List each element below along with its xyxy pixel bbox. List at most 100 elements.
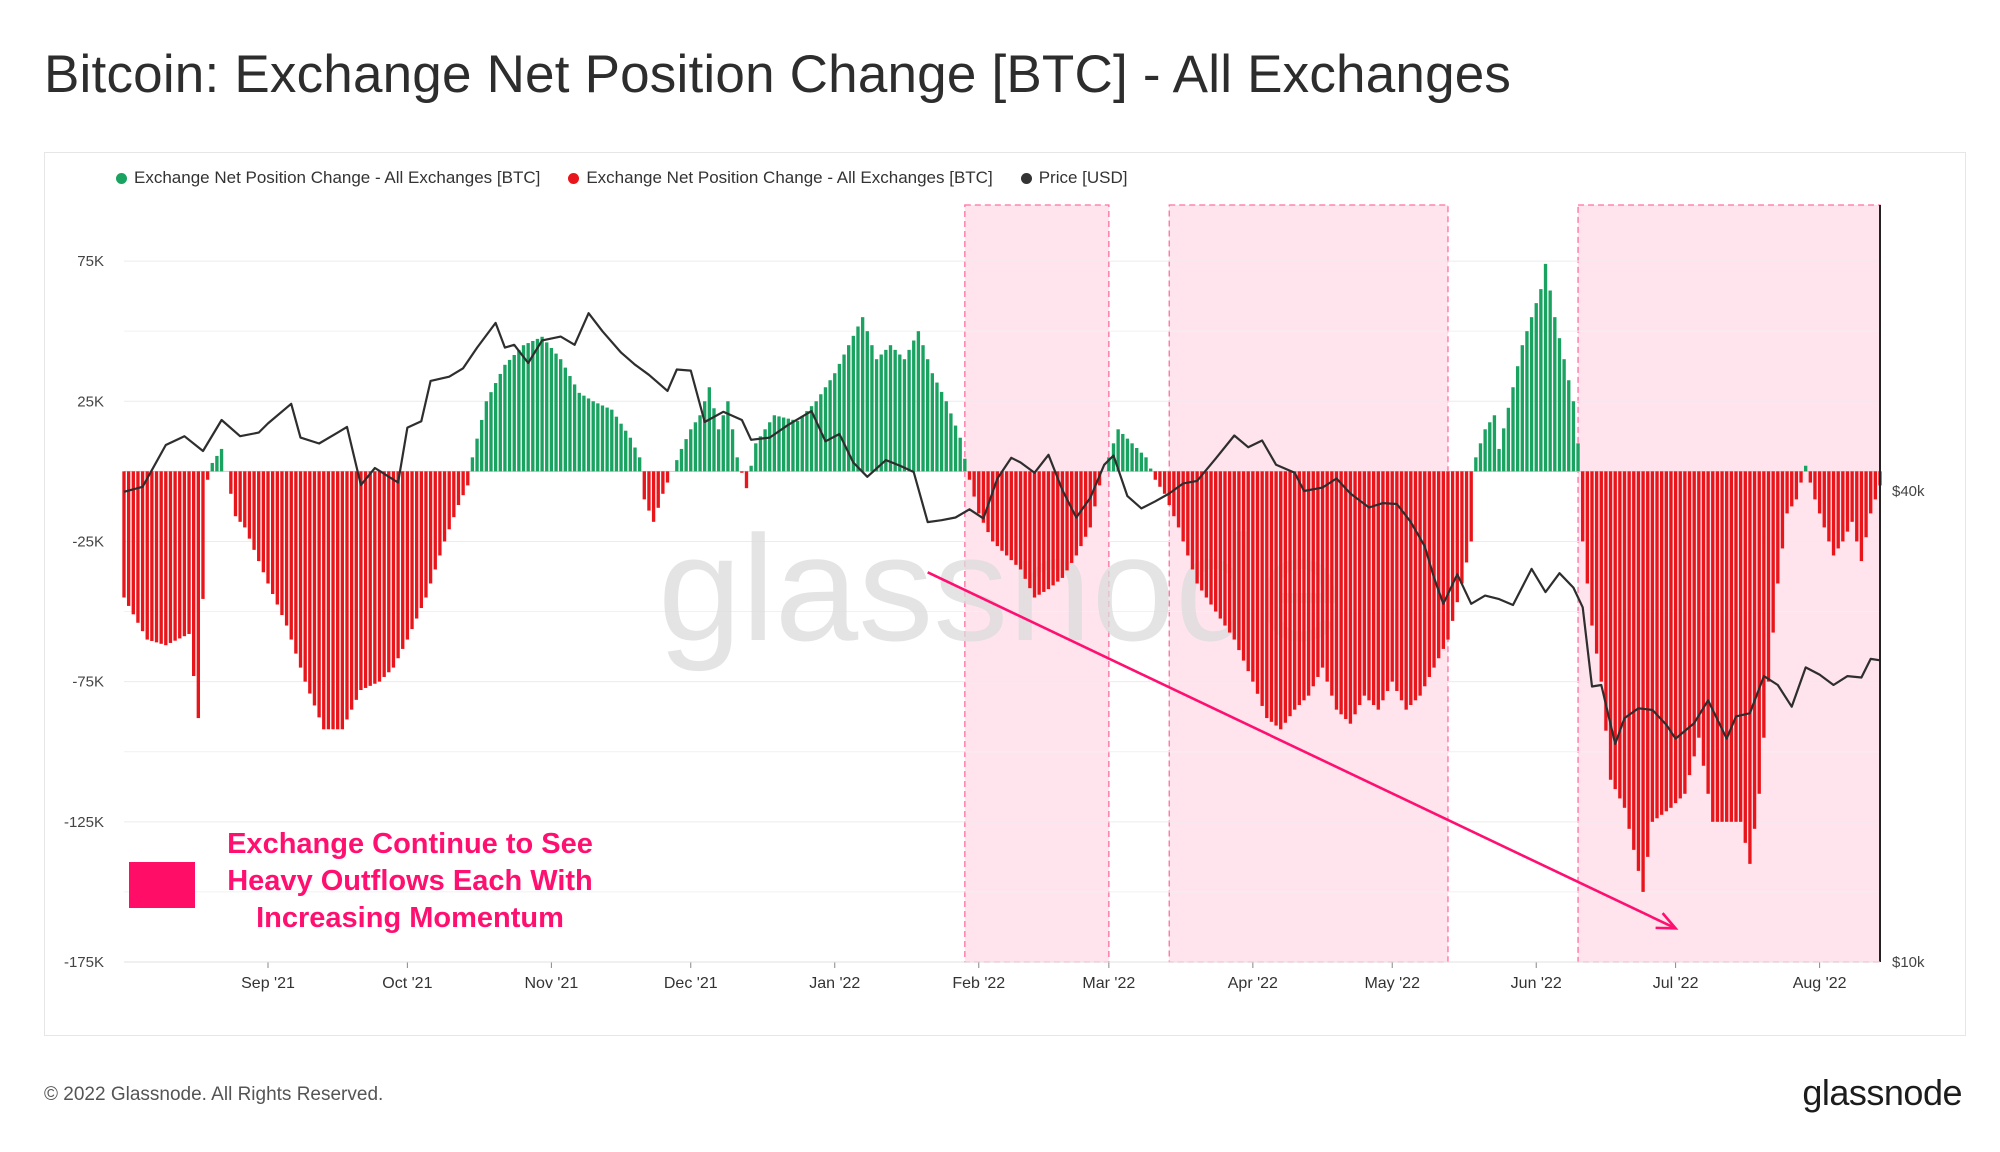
inflow-bar — [925, 359, 930, 472]
outflow-bar — [647, 471, 651, 511]
outflow-bar — [1409, 471, 1413, 705]
outflow-bar — [1395, 471, 1399, 691]
inflow-bar — [716, 429, 721, 472]
outflow-bar — [1167, 471, 1171, 505]
inflow-bar — [521, 345, 526, 472]
x-tick-label: Apr '22 — [1228, 975, 1278, 992]
inflow-bar — [930, 373, 934, 472]
inflow-bar — [1548, 290, 1552, 472]
price-series — [123, 312, 1881, 745]
glassnode-logo[interactable]: glassnode — [1802, 1072, 1962, 1113]
outflow-bar — [1255, 471, 1260, 694]
legend-item-price[interactable]: Price [USD] — [1020, 168, 1127, 188]
outflow-bar — [261, 471, 266, 573]
outflow-bar — [1711, 471, 1715, 822]
legend-item-inflow[interactable]: Exchange Net Position Change - All Excha… — [116, 168, 540, 188]
x-tick-label: Aug '22 — [1793, 975, 1847, 992]
outflow-bar — [1813, 471, 1817, 500]
inflow-bar — [210, 462, 214, 472]
outflow-bar — [972, 471, 976, 497]
outflow-bar — [1720, 471, 1724, 822]
outflow-bar — [1251, 471, 1255, 682]
outflow-bar — [1260, 471, 1264, 706]
inflow-bar — [679, 448, 684, 472]
outflow-bar — [308, 471, 312, 694]
inflow-bar — [800, 415, 804, 472]
outflow-bar — [396, 471, 400, 659]
outflow-bar — [1808, 471, 1812, 483]
outflow-bar — [1181, 471, 1185, 542]
outflow-bar — [1158, 471, 1162, 487]
inflow-bar — [637, 457, 642, 472]
legend-item-outflow[interactable]: Exchange Net Position Change - All Excha… — [568, 168, 993, 188]
x-tick-label: Feb '22 — [952, 975, 1005, 992]
outflow-bar — [1678, 471, 1682, 799]
outflow-bar — [665, 471, 670, 483]
outflow-bar — [1734, 471, 1738, 822]
outflow-bar — [1850, 471, 1854, 522]
outflow-bar — [1715, 471, 1720, 822]
outflow-bar — [1348, 471, 1353, 724]
outflow-bar — [182, 471, 187, 637]
x-tick-label: Oct '21 — [382, 975, 432, 992]
inflow-bar — [600, 405, 605, 472]
inflow-bar — [605, 407, 609, 472]
trend-arrow-head — [1655, 912, 1679, 930]
inflow-bar — [703, 401, 707, 472]
outflow-bar — [1371, 471, 1376, 705]
inflow-bar — [944, 401, 948, 472]
outflow-bar — [651, 471, 656, 522]
outflow-bar — [1469, 471, 1473, 542]
outflow-bar — [1683, 471, 1687, 794]
outflow-bar — [1279, 471, 1283, 730]
outflow-bar — [1669, 471, 1673, 808]
outflow-bar — [233, 471, 238, 517]
outflow-bar — [187, 471, 191, 634]
y-tick-label: -25K — [72, 533, 104, 550]
outflow-bar — [173, 471, 177, 641]
outflow-bar — [1311, 471, 1315, 687]
outflow-bar — [1594, 471, 1599, 654]
outflow-bar — [438, 471, 442, 556]
outflow-bar — [1358, 471, 1362, 705]
outflow-bar — [1632, 471, 1636, 850]
outflow-bar — [1032, 471, 1037, 598]
inflow-bar — [689, 429, 693, 472]
outflow-bar — [136, 471, 140, 623]
inflow-bar — [763, 429, 767, 472]
inflow-bar — [475, 438, 479, 472]
inflow-bar — [1576, 443, 1580, 472]
outflow-bar — [340, 471, 345, 730]
outflow-bar — [414, 471, 419, 619]
outflow-bar — [1042, 471, 1046, 592]
inflow-bar — [1121, 433, 1125, 472]
outflow-bar — [387, 471, 391, 673]
outflow-bar — [1822, 471, 1826, 528]
inflow-bar — [791, 419, 795, 472]
inflow-bar — [1474, 457, 1478, 472]
inflow-bar — [1511, 387, 1515, 472]
outflow-bar — [1297, 471, 1301, 705]
inflow-bar — [749, 465, 753, 472]
inflow-bar — [1492, 415, 1497, 472]
inflow-bar — [507, 359, 512, 472]
outflow-bar — [205, 471, 210, 480]
outflow-bar — [303, 471, 307, 682]
inflow-bar — [549, 347, 554, 472]
inflow-bar — [489, 392, 493, 472]
inflow-bar — [795, 420, 800, 472]
inflow-bar — [1571, 401, 1576, 472]
outflow-bar — [1186, 471, 1190, 556]
outflow-bar — [433, 471, 437, 570]
inflow-bar — [1125, 438, 1130, 472]
outflow-bar — [1265, 471, 1269, 719]
outflow-bar — [1385, 471, 1390, 691]
outflow-bar — [1367, 471, 1371, 701]
inflow-bar — [684, 439, 688, 472]
inflow-bar — [1502, 428, 1506, 472]
inflow-bar — [707, 387, 712, 472]
y-tick-label: -125K — [64, 814, 104, 831]
outflow-bar — [1627, 471, 1631, 829]
price-tick-label: $10k — [1892, 954, 1925, 971]
